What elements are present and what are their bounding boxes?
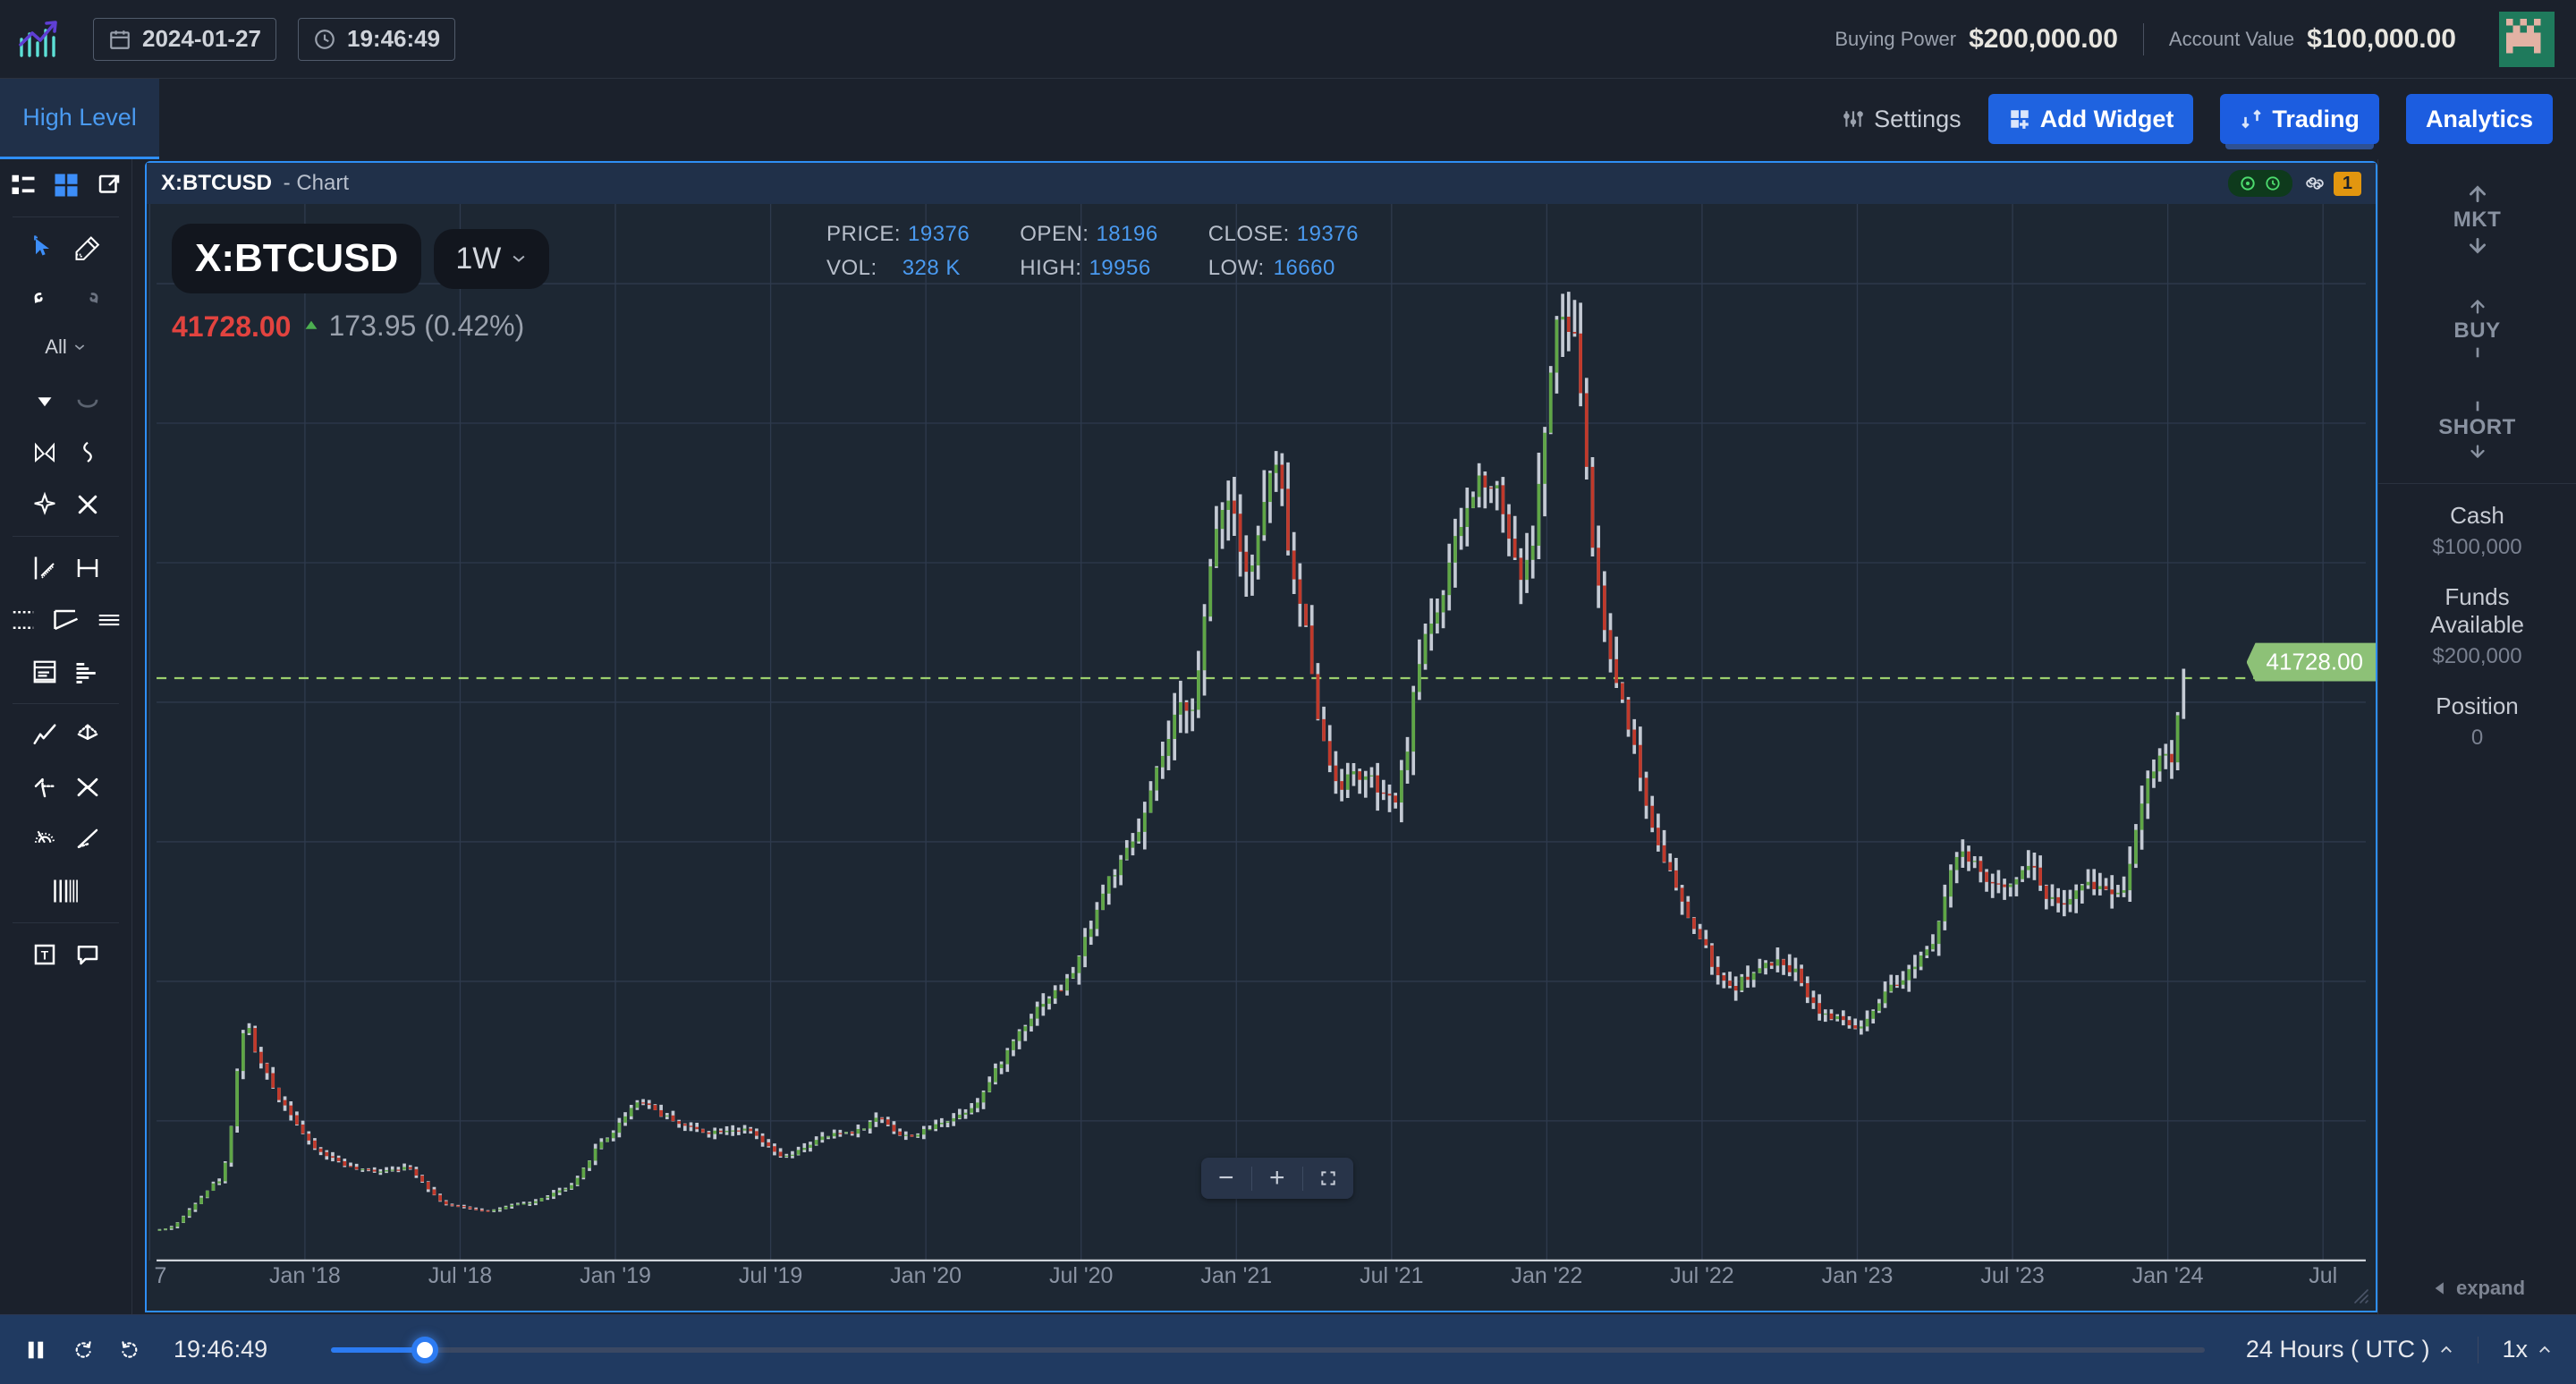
svg-text:T: T xyxy=(40,949,48,963)
